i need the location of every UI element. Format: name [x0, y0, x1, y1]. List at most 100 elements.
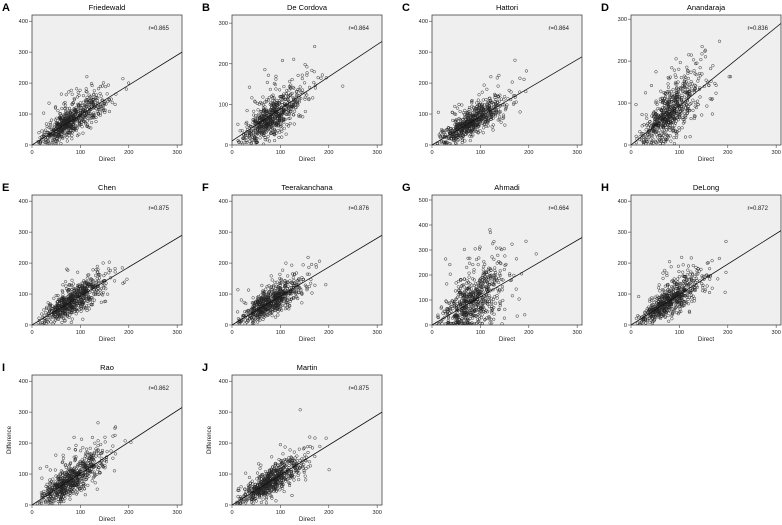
- data-point: [275, 280, 279, 284]
- x-tick-label: 300: [172, 330, 181, 336]
- data-point: [252, 109, 256, 113]
- data-point: [270, 131, 274, 135]
- data-point: [668, 115, 672, 119]
- data-point: [703, 55, 708, 59]
- data-point: [472, 121, 476, 125]
- data-point: [499, 262, 503, 266]
- data-point: [89, 282, 94, 286]
- data-point: [105, 92, 109, 96]
- data-point: [640, 112, 644, 117]
- data-point: [273, 123, 277, 127]
- data-point: [66, 130, 70, 135]
- data-point: [467, 294, 472, 298]
- data-point: [493, 93, 498, 97]
- data-point: [283, 307, 288, 311]
- y-tick-label: 300: [19, 230, 28, 236]
- data-point: [258, 311, 263, 315]
- data-point: [465, 292, 469, 296]
- data-point: [68, 295, 72, 300]
- data-point: [88, 117, 92, 121]
- data-point: [62, 113, 66, 117]
- data-point: [663, 95, 667, 99]
- data-point: [487, 295, 491, 300]
- data-point: [486, 302, 490, 306]
- data-point: [296, 73, 300, 77]
- data-point: [85, 104, 89, 108]
- data-point: [437, 133, 441, 137]
- data-point: [97, 279, 101, 283]
- data-point: [44, 311, 48, 315]
- data-point: [288, 116, 292, 120]
- data-point: [484, 114, 488, 118]
- panel-letter: C: [402, 2, 410, 14]
- data-point: [250, 138, 254, 142]
- data-point: [472, 309, 477, 313]
- data-point: [677, 275, 681, 279]
- data-point: [643, 132, 647, 136]
- data-point: [688, 135, 692, 139]
- data-point: [74, 128, 78, 133]
- data-point: [288, 85, 293, 89]
- data-point: [436, 315, 440, 319]
- x-tick-label: 300: [572, 150, 581, 156]
- data-point: [236, 288, 240, 292]
- data-point: [307, 265, 311, 269]
- data-point: [276, 128, 280, 133]
- data-point: [465, 265, 469, 269]
- data-point: [637, 294, 641, 299]
- data-point: [72, 288, 76, 292]
- data-point: [478, 306, 483, 310]
- data-point: [497, 308, 501, 312]
- x-tick-label: 300: [372, 330, 381, 336]
- data-point: [272, 96, 276, 100]
- data-point: [683, 120, 687, 124]
- data-point: [45, 305, 49, 309]
- data-point: [657, 128, 661, 132]
- data-point: [490, 321, 494, 325]
- data-point: [659, 108, 664, 112]
- data-point: [296, 285, 300, 290]
- correlation-label: r=0.875: [148, 206, 169, 212]
- data-point: [44, 140, 48, 144]
- data-point: [471, 263, 475, 267]
- data-point: [93, 292, 97, 296]
- data-point: [693, 83, 697, 87]
- regression-line: [232, 41, 382, 142]
- data-point: [92, 93, 96, 97]
- data-point: [653, 114, 657, 118]
- plot-area: [630, 194, 782, 326]
- data-point: [273, 280, 277, 284]
- data-point: [288, 79, 292, 84]
- data-point: [458, 117, 462, 122]
- data-point: [276, 300, 280, 305]
- data-point: [278, 285, 282, 290]
- data-point: [42, 320, 46, 324]
- data-point: [676, 280, 680, 284]
- data-point: [262, 108, 266, 112]
- data-point: [273, 119, 277, 123]
- data-point: [664, 113, 668, 117]
- data-point: [296, 296, 300, 301]
- data-point: [90, 120, 94, 125]
- data-point: [695, 278, 699, 282]
- data-point: [65, 126, 69, 130]
- data-point: [274, 115, 278, 119]
- data-point: [510, 294, 514, 298]
- data-point: [474, 305, 478, 309]
- data-point: [300, 77, 304, 81]
- data-point: [73, 309, 77, 313]
- data-point: [493, 268, 497, 273]
- data-point: [684, 115, 688, 120]
- data-point: [680, 126, 684, 130]
- data-point: [293, 109, 297, 113]
- data-point: [667, 97, 671, 101]
- data-point: [296, 284, 300, 288]
- data-point: [489, 273, 494, 277]
- y-tick-label: 0: [225, 323, 228, 329]
- data-point: [448, 272, 452, 276]
- data-point: [341, 84, 345, 88]
- data-point: [102, 274, 106, 278]
- y-tick-label: 400: [419, 223, 428, 229]
- data-point: [671, 104, 675, 108]
